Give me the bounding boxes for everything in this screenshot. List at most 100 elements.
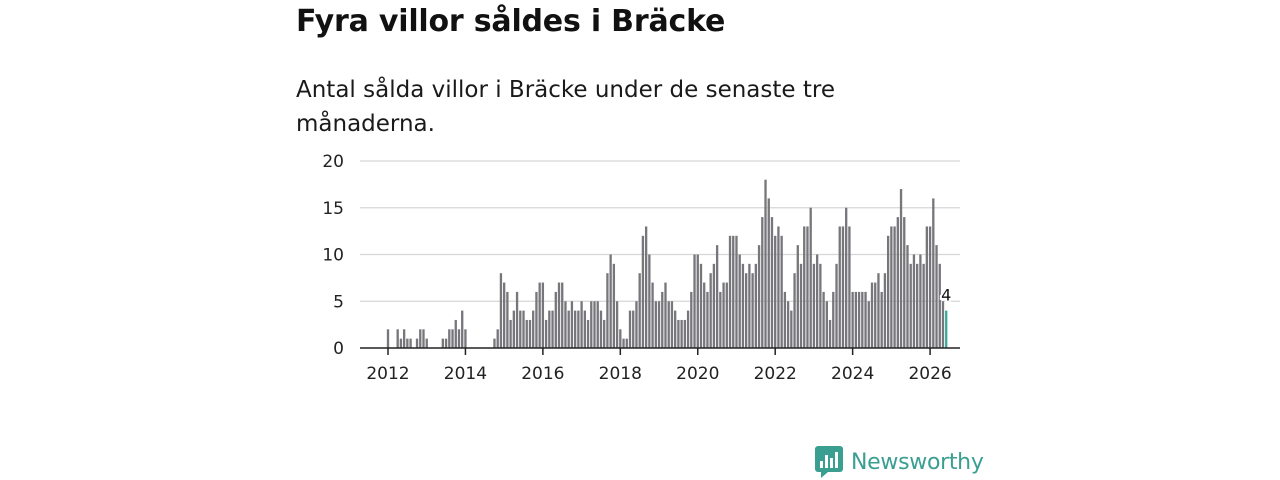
bar [519, 310, 522, 348]
y-tick-labels: 0 5 10 15 20 [322, 152, 344, 359]
bar [799, 263, 803, 348]
bar [706, 291, 709, 348]
bar [586, 319, 590, 348]
bar [493, 338, 496, 348]
bar [803, 226, 806, 348]
bar [761, 217, 764, 348]
newsworthy-brand: Newsworthy [815, 446, 984, 478]
bar [596, 301, 599, 348]
bar [544, 319, 548, 348]
chart-subtitle: Antal sålda villor i Bräcke under de sen… [296, 77, 835, 137]
bar [870, 282, 874, 348]
bars [386, 179, 948, 348]
bar [457, 329, 461, 348]
bar [561, 282, 564, 348]
bar [606, 273, 609, 348]
x-ticks [387, 348, 931, 355]
bar [502, 282, 506, 348]
bar [854, 291, 858, 348]
bar [554, 291, 557, 348]
bar [812, 263, 816, 348]
newsworthy-logo-icon [815, 446, 843, 478]
bar [835, 263, 838, 348]
y-tick-label: 15 [322, 199, 344, 219]
bar [845, 207, 848, 348]
bar [828, 319, 832, 348]
bar [757, 245, 761, 348]
bar [680, 319, 683, 348]
bar [590, 301, 593, 348]
bar [932, 198, 935, 348]
bar [686, 310, 690, 348]
bar [735, 235, 738, 348]
bar [928, 226, 932, 348]
bar [557, 282, 561, 348]
bar [715, 245, 719, 348]
bar [664, 282, 667, 348]
bar [567, 310, 570, 348]
bar [409, 338, 412, 348]
bar [919, 254, 922, 348]
bar [848, 226, 851, 348]
bar [651, 282, 654, 348]
x-tick-label: 2016 [521, 364, 564, 384]
bar [538, 282, 541, 348]
bar [809, 207, 812, 348]
bar [625, 338, 628, 348]
bar [841, 226, 845, 348]
bar [528, 319, 532, 348]
bar-latest [945, 310, 948, 348]
bar [683, 319, 687, 348]
bar [396, 329, 399, 348]
bar [780, 235, 783, 348]
bar [912, 254, 916, 348]
bar [422, 329, 425, 348]
bar [786, 301, 790, 348]
bar [654, 301, 657, 348]
bar [577, 310, 580, 348]
bar [880, 291, 883, 348]
bar [667, 301, 670, 348]
bar [790, 310, 793, 348]
x-tick-label: 2020 [676, 364, 719, 384]
bar [783, 291, 787, 348]
bar [806, 226, 809, 348]
x-tick-label: 2024 [831, 364, 874, 384]
gridlines [360, 160, 960, 302]
bar [751, 273, 754, 348]
bar [922, 263, 925, 348]
bar [541, 282, 545, 348]
bar [696, 254, 699, 348]
bar [857, 291, 861, 348]
bar [451, 329, 454, 348]
x-tick-label: 2026 [908, 364, 951, 384]
bar [612, 263, 616, 348]
bar [832, 291, 835, 348]
bar [515, 291, 519, 348]
bar [693, 254, 696, 348]
bar [851, 291, 854, 348]
bar [703, 282, 706, 348]
bar [615, 301, 619, 348]
bar [674, 310, 677, 348]
bar [815, 254, 819, 348]
bar [564, 301, 567, 348]
bar [764, 179, 767, 348]
bar [738, 254, 741, 348]
bar [548, 310, 551, 348]
bar [728, 235, 732, 348]
bar [699, 263, 703, 348]
bar [874, 282, 877, 348]
y-tick-label: 20 [322, 152, 344, 172]
bar [619, 329, 622, 348]
bar [499, 273, 503, 348]
y-tick-label: 5 [333, 292, 344, 312]
bar [906, 245, 909, 348]
bar [935, 245, 938, 348]
bar [903, 217, 906, 348]
brand-name: Newsworthy [851, 449, 984, 475]
bar [425, 338, 428, 348]
x-tick-label: 2012 [366, 364, 409, 384]
bar [525, 319, 528, 348]
bar [893, 226, 896, 348]
